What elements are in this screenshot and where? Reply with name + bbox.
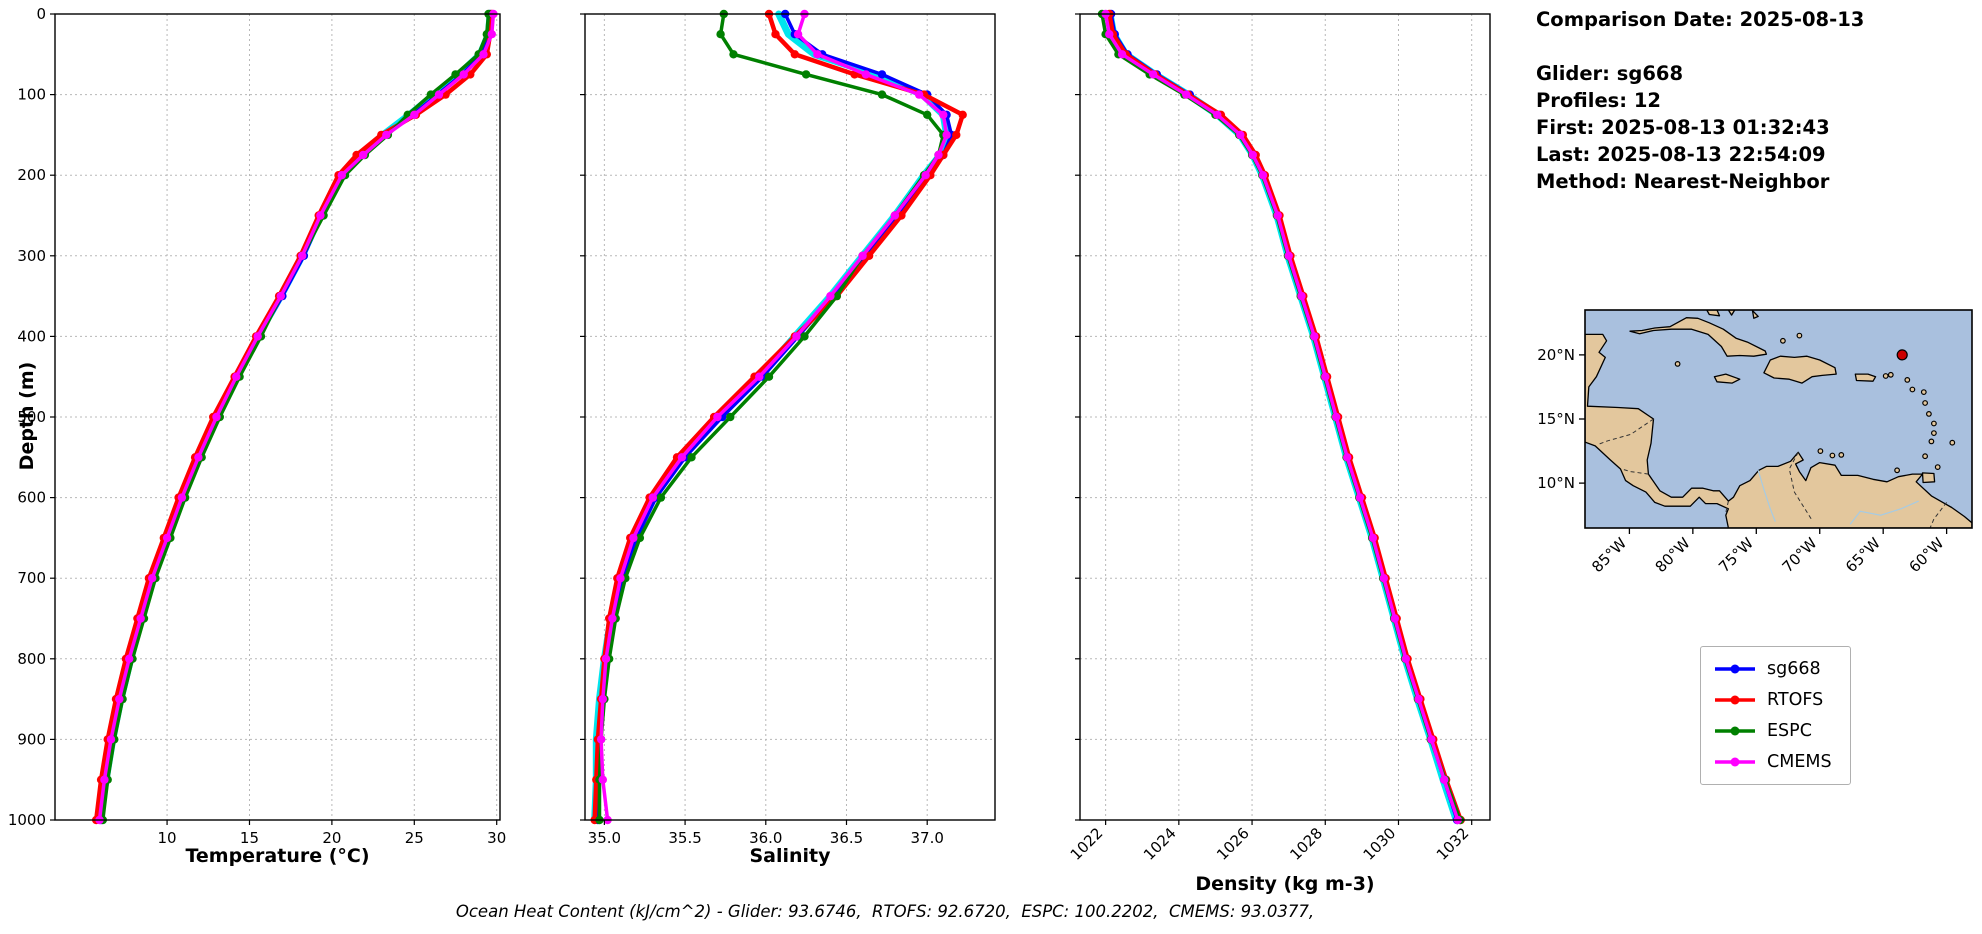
salinity-axis-label: Salinity bbox=[749, 845, 831, 867]
svg-text:65°W: 65°W bbox=[1842, 534, 1884, 576]
glider-location-marker bbox=[1896, 349, 1908, 361]
svg-text:0: 0 bbox=[36, 5, 46, 23]
svg-text:300: 300 bbox=[17, 247, 46, 265]
svg-text:1000: 1000 bbox=[8, 811, 46, 829]
map-land bbox=[1585, 310, 1972, 528]
legend: sg668 RTOFS ESPC CMEMS bbox=[1700, 646, 1851, 785]
svg-text:700: 700 bbox=[17, 569, 46, 587]
last-profile-time-text: Last: 2025-08-13 22:54:09 bbox=[1536, 143, 1826, 166]
first-profile-time-text: First: 2025-08-13 01:32:43 bbox=[1536, 116, 1830, 139]
legend-label-espc: ESPC bbox=[1767, 721, 1812, 741]
glider-name-text: Glider: sg668 bbox=[1536, 62, 1684, 85]
info-gap bbox=[1536, 33, 1864, 60]
svg-text:10: 10 bbox=[158, 829, 177, 847]
svg-text:37.0: 37.0 bbox=[911, 829, 944, 847]
comparison-date-text: Comparison Date: 2025-08-13 bbox=[1536, 8, 1865, 31]
temperature-profile-chart: 10 15 20 25 30010020030040050060070080090010… bbox=[8, 5, 506, 847]
svg-text:20°N: 20°N bbox=[1537, 346, 1575, 364]
legend-item-sg668: sg668 bbox=[1713, 659, 1832, 679]
temperature-axis-label: Temperature (°C) bbox=[185, 845, 370, 867]
density-profile-chart: 1022 1024 1026 1028 1030 1032 bbox=[1067, 9, 1491, 864]
legend-label-rtofs: RTOFS bbox=[1767, 690, 1824, 710]
svg-text:36.0: 36.0 bbox=[749, 829, 782, 847]
svg-text:10°N: 10°N bbox=[1537, 474, 1575, 492]
svg-text:800: 800 bbox=[17, 650, 46, 668]
svg-text:600: 600 bbox=[17, 489, 46, 507]
legend-item-rtofs: RTOFS bbox=[1713, 690, 1832, 710]
svg-text:35.5: 35.5 bbox=[668, 829, 701, 847]
svg-text:35.0: 35.0 bbox=[588, 829, 621, 847]
svg-text:1032: 1032 bbox=[1433, 824, 1473, 864]
tick-labels: 35.0 35.5 36.0 36.5 37.0 bbox=[580, 13, 944, 847]
svg-text:25: 25 bbox=[405, 829, 424, 847]
tick-labels: 10 15 20 25 30010020030040050060070080090010… bbox=[8, 5, 506, 847]
method-text: Method: Nearest-Neighbor bbox=[1536, 170, 1830, 193]
svg-text:85°W: 85°W bbox=[1588, 534, 1630, 576]
svg-text:15: 15 bbox=[240, 829, 259, 847]
profiles-count-text: Profiles: 12 bbox=[1536, 89, 1661, 112]
svg-text:75°W: 75°W bbox=[1715, 534, 1757, 576]
series-CMEMS bbox=[1101, 9, 1462, 825]
legend-line-rtofs bbox=[1715, 695, 1755, 705]
svg-text:20: 20 bbox=[322, 829, 341, 847]
legend-label-sg668: sg668 bbox=[1767, 659, 1821, 679]
svg-text:400: 400 bbox=[17, 327, 46, 345]
svg-text:15°N: 15°N bbox=[1537, 410, 1575, 428]
depth-axis-label: Depth (m) bbox=[16, 361, 38, 471]
svg-text:200: 200 bbox=[17, 166, 46, 184]
svg-text:100: 100 bbox=[17, 86, 46, 104]
legend-line-espc bbox=[1715, 726, 1755, 736]
location-map: 85°W 80°W 75°W 70°W 65°W 60°W 20°N 15°N 10°N bbox=[1537, 309, 1973, 576]
svg-text:1024: 1024 bbox=[1140, 824, 1180, 864]
legend-label-cmems: CMEMS bbox=[1767, 752, 1832, 772]
svg-text:60°W: 60°W bbox=[1905, 534, 1947, 576]
svg-text:1026: 1026 bbox=[1213, 824, 1253, 864]
ohc-caption: Ocean Heat Content (kJ/cm^2) - Glider: 9… bbox=[455, 902, 1315, 921]
svg-text:80°W: 80°W bbox=[1652, 534, 1694, 576]
svg-text:30: 30 bbox=[487, 829, 506, 847]
legend-line-sg668 bbox=[1715, 664, 1755, 674]
legend-line-cmems bbox=[1715, 757, 1755, 767]
svg-text:900: 900 bbox=[17, 730, 46, 748]
series-CMEMS bbox=[95, 9, 498, 825]
grid bbox=[1080, 13, 1490, 821]
legend-item-cmems: CMEMS bbox=[1713, 752, 1832, 772]
density-axis-label: Density (kg m-3) bbox=[1195, 873, 1375, 895]
svg-text:1030: 1030 bbox=[1360, 824, 1400, 864]
svg-text:1028: 1028 bbox=[1286, 824, 1326, 864]
svg-text:70°W: 70°W bbox=[1779, 534, 1821, 576]
svg-text:36.5: 36.5 bbox=[830, 829, 863, 847]
info-panel: Comparison Date: 2025-08-13 Glider: sg66… bbox=[1536, 6, 1864, 195]
salinity-profile-chart: 35.0 35.5 36.0 36.5 37.0 bbox=[580, 9, 996, 847]
series-CMEMS bbox=[596, 9, 951, 825]
legend-item-espc: ESPC bbox=[1713, 721, 1832, 741]
svg-text:500: 500 bbox=[17, 408, 46, 426]
svg-text:1022: 1022 bbox=[1067, 824, 1107, 864]
tick-labels: 1022 1024 1026 1028 1030 1032 bbox=[1067, 13, 1473, 864]
grid bbox=[585, 13, 995, 821]
